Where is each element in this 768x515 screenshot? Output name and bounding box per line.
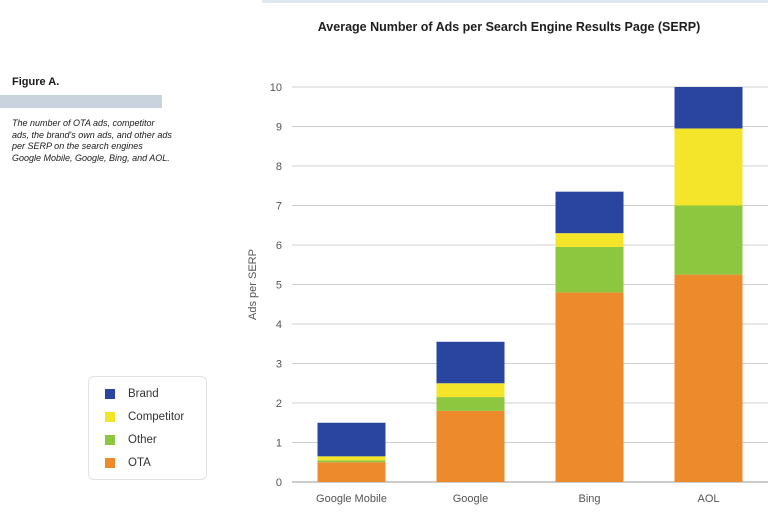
legend-swatch-other <box>105 435 115 445</box>
y-tick-label-2: 2 <box>276 398 282 410</box>
y-tick-label-6: 6 <box>276 240 282 252</box>
figure-label: Figure A. <box>12 76 60 88</box>
legend-item-ota: OTA <box>105 456 151 470</box>
y-axis-label: Ads per SERP <box>247 249 259 320</box>
top-divider-strip <box>262 0 768 3</box>
bar-google-mobile-competitor <box>317 456 386 461</box>
legend-item-competitor: Competitor <box>105 410 184 424</box>
figure-caption: The number of OTA ads, competitor ads, t… <box>12 118 172 163</box>
bar-aol-other <box>674 205 743 275</box>
y-tick-label-0: 0 <box>276 477 282 489</box>
bar-google-brand <box>436 341 505 384</box>
bar-bing-other <box>555 246 624 293</box>
x-tick-label-aol: AOL <box>697 493 719 505</box>
bar-google-competitor <box>436 383 505 398</box>
bar-bing-brand <box>555 191 624 234</box>
y-tick-label-9: 9 <box>276 122 282 134</box>
bar-aol-brand <box>674 87 743 129</box>
chart-legend: Brand Competitor Other OTA <box>88 376 207 480</box>
legend-swatch-ota <box>105 458 115 468</box>
y-tick-label-4: 4 <box>276 319 282 331</box>
legend-item-brand: Brand <box>105 387 159 401</box>
y-tick-label-5: 5 <box>276 280 282 292</box>
chart-title: Average Number of Ads per Search Engine … <box>317 20 701 34</box>
legend-label-ota: OTA <box>128 457 151 469</box>
legend-item-other: Other <box>105 433 157 447</box>
bar-google-other <box>436 397 505 411</box>
x-tick-label-google: Google <box>453 493 488 505</box>
legend-swatch-competitor <box>105 412 115 422</box>
legend-label-brand: Brand <box>128 388 159 400</box>
legend-swatch-brand <box>105 389 115 399</box>
y-tick-label-7: 7 <box>276 201 282 213</box>
bar-google-mobile-brand <box>317 422 386 457</box>
bar-google-mobile-other <box>317 460 386 463</box>
bar-google-mobile-ota <box>317 462 386 482</box>
y-tick-label-3: 3 <box>276 359 282 371</box>
x-tick-label-bing: Bing <box>578 493 600 505</box>
figure-label-rule <box>0 95 162 108</box>
legend-label-competitor: Competitor <box>128 411 185 423</box>
bar-bing-competitor <box>555 233 624 247</box>
bar-bing-ota <box>555 292 624 482</box>
bar-google-ota <box>436 410 505 482</box>
y-tick-label-8: 8 <box>276 161 282 173</box>
legend-label-other: Other <box>128 434 157 446</box>
y-tick-label-10: 10 <box>270 82 282 94</box>
bar-aol-competitor <box>674 128 743 206</box>
y-tick-label-1: 1 <box>276 438 282 450</box>
bar-aol-ota <box>674 274 743 482</box>
x-tick-label-google-mobile: Google Mobile <box>316 493 387 505</box>
